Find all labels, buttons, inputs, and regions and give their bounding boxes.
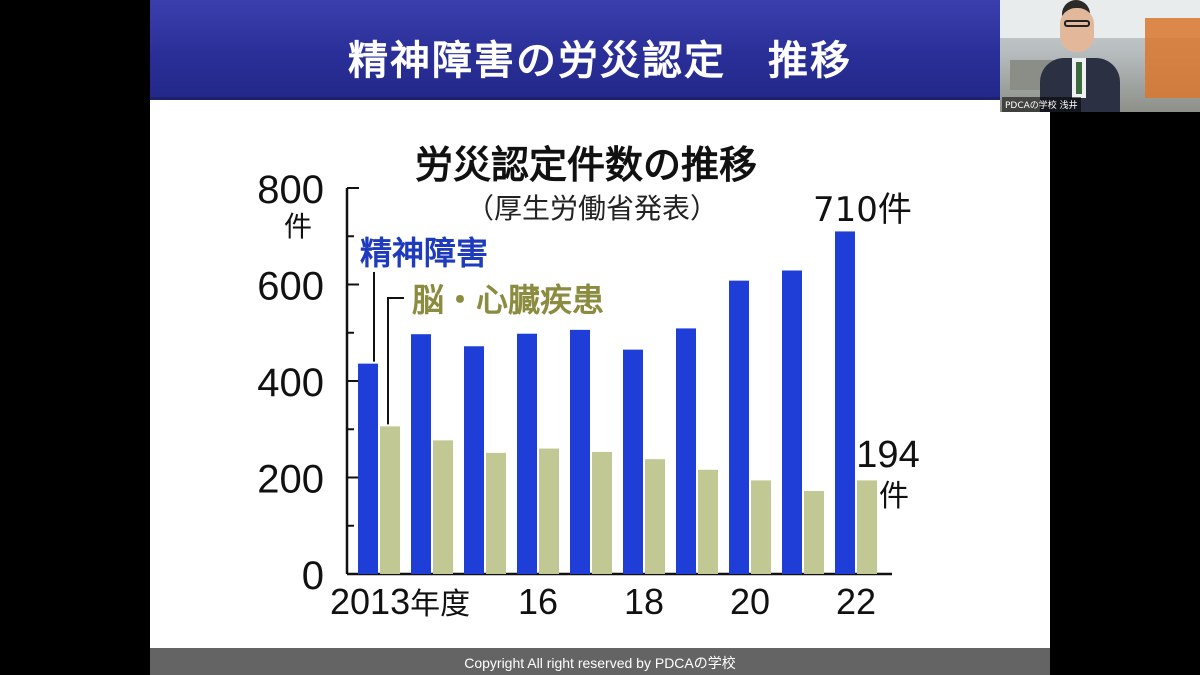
copyright-text: Copyright All right reserved by PDCAの学校 <box>464 655 736 671</box>
bar-mental-2019 <box>676 328 696 574</box>
annotation-cardio-last-value: 194 <box>856 434 919 476</box>
person-tie <box>1076 62 1082 94</box>
office-partition <box>1145 18 1200 98</box>
bar-cardio-2015 <box>486 452 506 574</box>
bar-mental-2022 <box>835 231 855 575</box>
presentation-slide: 精神障害の労災認定 推移 労災認定件数の推移 （厚生労働省発表） 件 2013年… <box>150 0 1050 675</box>
participant-video[interactable]: PDCAの学校 浅井 <box>1000 0 1200 112</box>
chart-title: 労災認定件数の推移 <box>415 143 757 187</box>
bar-cardio-2019 <box>698 469 718 574</box>
bar-cardio-2020 <box>751 480 771 574</box>
y-tick-label: 200 <box>257 458 324 502</box>
y-tick-label: 0 <box>302 554 324 598</box>
bar-mental-2017 <box>570 329 590 574</box>
y-tick-label: 600 <box>257 265 324 309</box>
bar-mental-2021 <box>782 270 802 574</box>
bar-chart: 労災認定件数の推移 （厚生労働省発表） 件 2013年度 16 18 20 22 020… <box>257 143 919 622</box>
y-tick-label: 400 <box>257 361 324 405</box>
bar-cardio-2022 <box>857 480 877 574</box>
bar-cardio-2017 <box>592 451 612 574</box>
bar-mental-2015 <box>464 346 484 574</box>
bar-cardio-2014 <box>433 440 453 574</box>
slide-header: 精神障害の労災認定 推移 <box>150 0 1050 100</box>
bar-cardio-2016 <box>539 448 559 574</box>
bar-mental-2016 <box>517 333 537 574</box>
x-axis-labels: 2013年度 16 18 20 22 <box>330 581 876 622</box>
bar-mental-2013 <box>358 363 378 574</box>
bar-mental-2020 <box>729 280 749 574</box>
person-face <box>1060 8 1094 52</box>
x-tick-label: 18 <box>624 581 664 622</box>
bar-cardio-2013 <box>380 426 400 574</box>
bar-cardio-2021 <box>804 491 824 574</box>
legend-mental-disorder: 精神障害 <box>360 234 488 272</box>
participant-name-label: PDCAの学校 浅井 <box>1002 97 1081 112</box>
y-axis-unit: 件 <box>284 210 312 243</box>
chart-subtitle: （厚生労働省発表） <box>466 192 718 225</box>
annotation-mental-last: 710件 <box>813 190 912 230</box>
y-tick-label: 800 <box>257 168 324 212</box>
bar-mental-2018 <box>623 349 643 574</box>
chart-bars <box>358 231 877 575</box>
x-tick-label: 20 <box>730 581 770 622</box>
slide-title: 精神障害の労災認定 推移 <box>348 38 852 84</box>
glasses-icon <box>1064 20 1090 27</box>
slide-footer: Copyright All right reserved by PDCAの学校 <box>150 648 1050 675</box>
y-axis-labels: 0 200 400 600 800 <box>257 168 324 598</box>
annotation-cardio-last-unit: 件 <box>879 479 909 514</box>
x-tick-label: 22 <box>836 581 876 622</box>
bar-mental-2014 <box>411 334 431 574</box>
legend-cardio-disease: 脳・心臓疾患 <box>412 281 604 319</box>
bar-cardio-2018 <box>645 459 665 574</box>
legend-leader-cardio <box>387 297 404 425</box>
x-tick-label: 16 <box>518 581 558 622</box>
x-tick-label: 2013年度 <box>330 581 470 622</box>
